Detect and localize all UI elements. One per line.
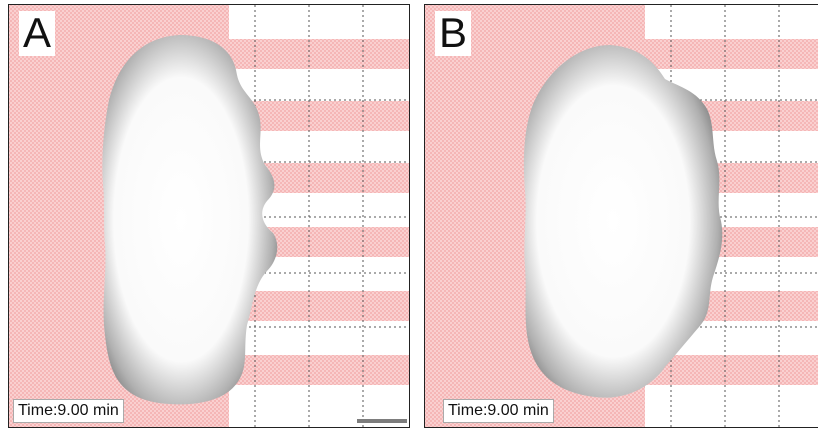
panel-label: A [19,11,56,56]
time-readout: Time:9.00 min [443,399,554,423]
panel-a-canvas [9,5,409,427]
panel-b: B Time:9.00 min [424,4,818,428]
scale-bar [357,419,407,423]
panel-label: B [435,11,472,56]
panel-b-canvas [425,5,818,427]
panel-a: A Time:9.00 min [8,4,410,428]
time-readout: Time:9.00 min [13,399,124,423]
droplet-shape [523,45,723,398]
droplet-shape [102,35,278,405]
